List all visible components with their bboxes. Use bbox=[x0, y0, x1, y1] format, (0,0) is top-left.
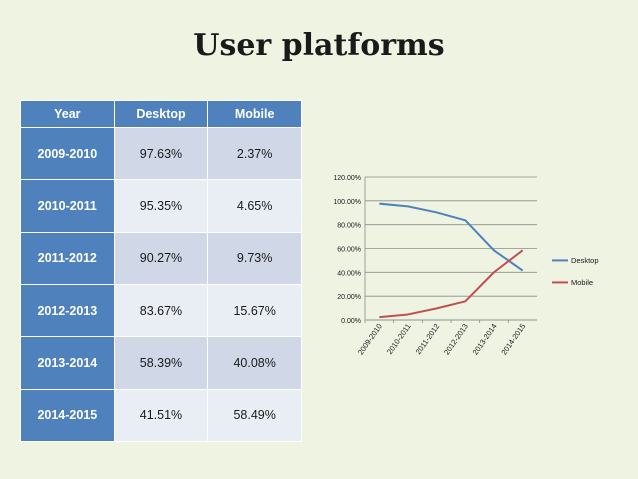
x-tick-label: 2009-2010 bbox=[356, 322, 384, 357]
header-mobile: Mobile bbox=[207, 100, 302, 128]
year-cell: 2009-2010 bbox=[20, 126, 115, 181]
year-cell: 2011-2012 bbox=[20, 231, 115, 285]
table-row: 2010-2011 95.35% 4.65% bbox=[20, 179, 302, 233]
table-row: 2009-2010 97.63% 2.37% bbox=[20, 126, 302, 181]
y-tick-label: 0.00% bbox=[341, 318, 361, 325]
desktop-cell: 90.27% bbox=[113, 231, 209, 285]
x-tick-label: 2010-2011 bbox=[385, 322, 413, 356]
y-tick-label: 80.00% bbox=[337, 223, 361, 230]
mobile-cell: 9.73% bbox=[207, 231, 302, 285]
header-year: Year bbox=[20, 100, 115, 128]
legend-label-desktop: Desktop bbox=[571, 256, 599, 265]
year-cell: 2010-2011 bbox=[20, 179, 115, 233]
platform-line-chart: 0.00% 20.00% 40.00% 60.00% 80.00% 100.00% 120.… bbox=[333, 175, 599, 357]
desktop-cell: 95.35% bbox=[113, 179, 209, 233]
y-tick-label: 20.00% bbox=[337, 294, 361, 301]
x-tick-label: 2011-2012 bbox=[414, 322, 442, 356]
year-cell: 2012-2013 bbox=[20, 283, 115, 338]
desktop-cell: 41.51% bbox=[113, 388, 209, 443]
header-desktop: Desktop bbox=[113, 100, 209, 128]
series-line-desktop bbox=[379, 202, 524, 272]
table-row: 2013-2014 58.39% 40.08% bbox=[20, 336, 302, 390]
mobile-cell: 4.65% bbox=[207, 179, 302, 233]
x-tick-label: 2014-2015 bbox=[499, 322, 527, 357]
table-row: 2011-2012 90.27% 9.73% bbox=[20, 231, 302, 285]
legend-label-mobile: Mobile bbox=[571, 278, 593, 287]
mobile-cell: 15.67% bbox=[207, 283, 302, 338]
table-row: 2014-2015 41.51% 58.49% bbox=[20, 388, 302, 443]
y-tick-label: 120.00% bbox=[333, 175, 361, 182]
desktop-cell: 83.67% bbox=[113, 283, 209, 338]
x-tick-label: 2013-2014 bbox=[471, 322, 499, 357]
mobile-cell: 58.49% bbox=[207, 388, 302, 443]
desktop-cell: 97.63% bbox=[113, 126, 209, 181]
x-tick-label: 2012-2013 bbox=[442, 322, 470, 357]
desktop-cell: 58.39% bbox=[113, 336, 209, 390]
y-tick-label: 60.00% bbox=[337, 247, 361, 254]
y-tick-label: 40.00% bbox=[337, 270, 361, 277]
table-row: 2012-2013 83.67% 15.67% bbox=[20, 283, 302, 338]
y-tick-label: 100.00% bbox=[333, 199, 361, 206]
table-header-row: Year Desktop Mobile bbox=[20, 100, 302, 128]
year-cell: 2014-2015 bbox=[20, 388, 115, 443]
mobile-cell: 2.37% bbox=[207, 126, 302, 181]
slide-title: User platforms bbox=[193, 28, 445, 63]
platform-table: Year Desktop Mobile 2009-2010 97.63% 2.3… bbox=[20, 100, 302, 443]
series-line-mobile bbox=[379, 249, 524, 319]
year-cell: 2013-2014 bbox=[20, 336, 115, 390]
mobile-cell: 40.08% bbox=[207, 336, 302, 390]
